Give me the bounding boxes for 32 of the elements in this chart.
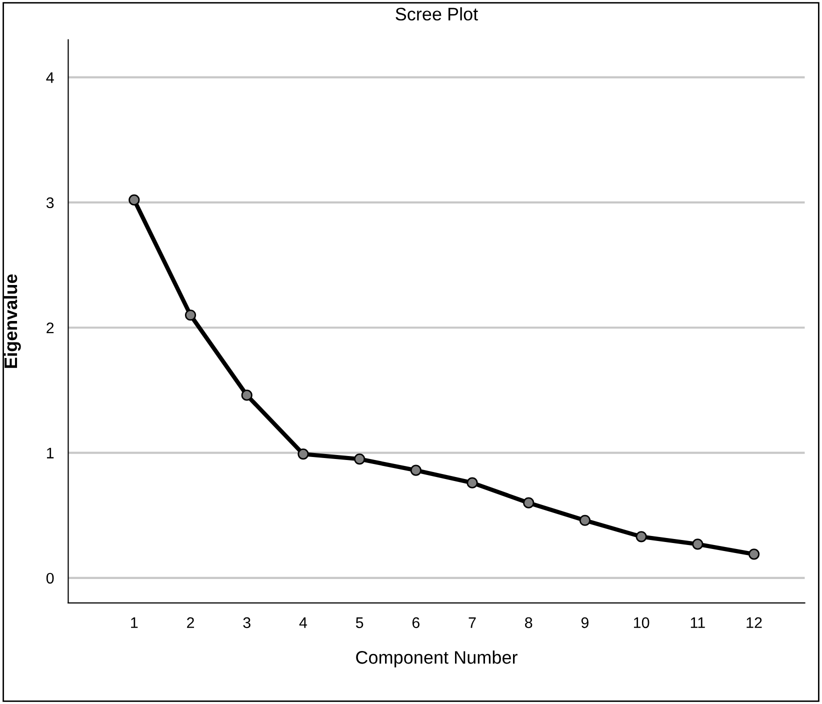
x-tick-label: 4 (299, 617, 308, 628)
x-tick-label: 9 (581, 617, 588, 628)
point (466, 477, 478, 488)
chart-title: Scree Plot (396, 7, 478, 21)
y-tick-label: 4 (46, 72, 54, 83)
x-tick-label: 5 (356, 617, 364, 628)
x-tick-label: 11 (690, 617, 705, 628)
y-tick-label: 2 (46, 322, 54, 334)
y-tick-label: 3 (46, 197, 54, 208)
point (298, 448, 309, 460)
point (184, 310, 196, 321)
x-axis-title: Component Number (356, 650, 518, 668)
y-tick-label: 0 (46, 572, 54, 584)
y-axis-title: Eigenvalue (4, 274, 21, 368)
x-tick-label: 2 (187, 617, 194, 628)
x-tick-label: 3 (243, 617, 250, 628)
point (128, 194, 140, 206)
x-tick-label: 12 (746, 617, 762, 628)
x-tick-label: 8 (525, 617, 532, 628)
x-tick-label: 10 (634, 617, 650, 628)
x-tick-label: 7 (468, 617, 476, 628)
y-tick-label: 1 (47, 448, 54, 458)
point (410, 464, 422, 476)
x-tick-label: 1 (131, 617, 138, 628)
point (241, 390, 252, 401)
x-tick-label: 6 (412, 617, 420, 628)
point (748, 548, 760, 560)
point (692, 538, 704, 550)
point (636, 531, 647, 542)
point (354, 453, 366, 465)
point (523, 497, 534, 508)
point (579, 514, 591, 526)
